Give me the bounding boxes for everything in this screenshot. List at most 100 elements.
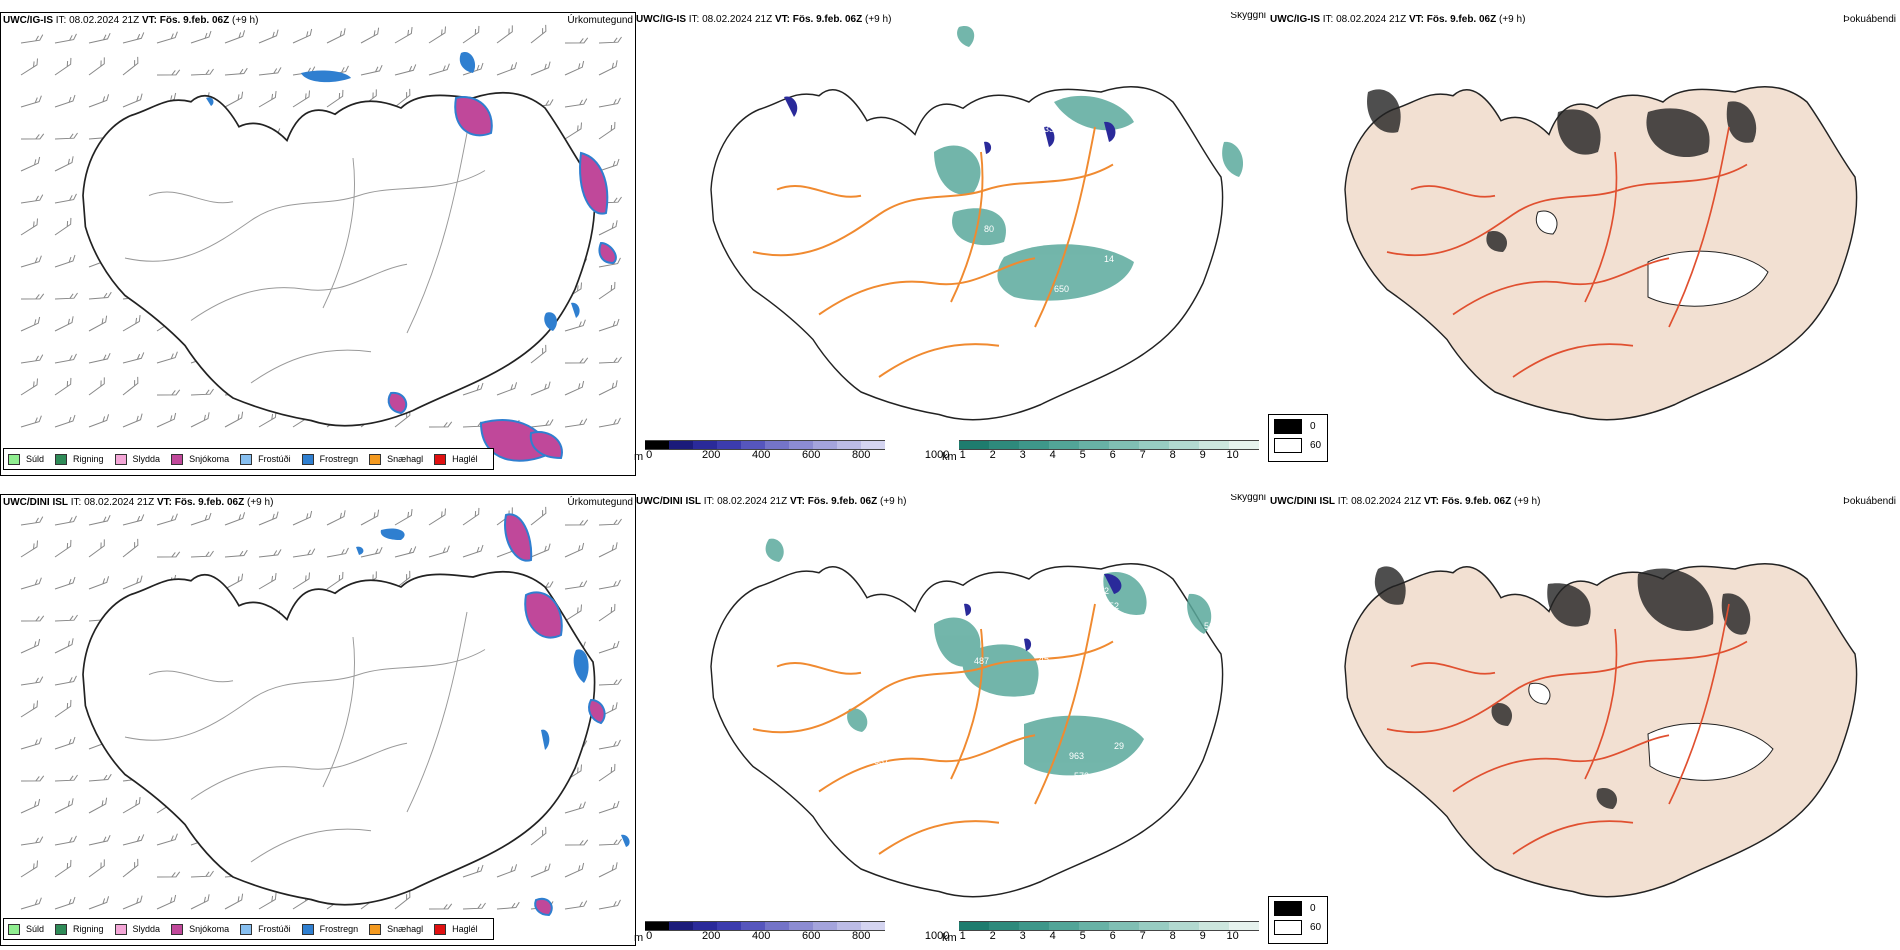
height-labels: 142 252 487 45 357 274 837 963 573 29 56 <box>874 586 1214 781</box>
legend-swatch <box>171 453 184 465</box>
wind-barb <box>428 903 453 910</box>
wind-barb <box>326 571 344 590</box>
wind-barb <box>360 546 383 558</box>
wind-barb <box>564 380 585 396</box>
wind-barb <box>394 570 411 590</box>
height-tick: 800 <box>851 449 871 461</box>
height-unit: m <box>634 451 644 463</box>
panel-title: Skyggni <box>1230 494 1266 503</box>
wind-barb <box>224 67 248 76</box>
wind-barb <box>530 543 551 558</box>
wind-barb <box>462 382 484 396</box>
legend-item: Snjókoma <box>171 453 229 465</box>
height-tick: 600 <box>801 930 821 942</box>
wind-barb <box>462 25 480 44</box>
wind-barb <box>598 579 621 590</box>
wind-barb <box>54 377 72 396</box>
height-tick: 400 <box>751 930 771 942</box>
wind-barb <box>20 378 39 396</box>
wind-barb <box>564 519 589 526</box>
init-time: 08.02.2024 21Z <box>702 14 773 25</box>
wind-barb <box>564 357 589 364</box>
visibility-unit: km <box>942 451 957 463</box>
wind-barb <box>598 220 618 236</box>
wind-barb <box>258 549 282 558</box>
wind-barb <box>190 512 212 526</box>
lead-time: (+9 h) <box>1514 496 1541 507</box>
wind-barb <box>258 29 279 44</box>
height-tick: 200 <box>701 930 721 942</box>
height-unit: m <box>634 932 644 944</box>
visibility-tick: 1 <box>959 449 966 461</box>
height-label: 210 <box>949 239 964 249</box>
wind-barb <box>224 30 246 44</box>
height-label: 450 <box>874 264 889 274</box>
wind-barb <box>122 93 143 108</box>
wind-barb <box>598 318 620 332</box>
height-tick: 200 <box>701 449 721 461</box>
wind-barb <box>598 60 618 76</box>
wind-barb <box>122 352 145 364</box>
init-time: 08.02.2024 21Z <box>1351 496 1422 507</box>
visibility-tick: 8 <box>1169 449 1176 461</box>
height-tick: 1000 <box>924 449 950 461</box>
panel-title: Úrkomutegund <box>567 15 633 26</box>
wind-barb <box>496 382 518 396</box>
wind-barb <box>564 418 588 428</box>
panel-header: UWC/IG-IS IT: 08.02.2024 21Z VT: Fös. 9.… <box>3 15 258 26</box>
wind-barb <box>598 121 616 140</box>
wind-barb <box>54 859 72 878</box>
wind-barb <box>122 834 145 846</box>
wind-barb <box>54 896 76 910</box>
wind-barb <box>598 838 622 846</box>
model-name: UWC/DINI ISL <box>3 497 68 508</box>
wind-barb <box>20 316 41 332</box>
wind-barb <box>530 61 551 76</box>
legend-item: Slydda <box>114 923 160 935</box>
precip-type-legend: Súld Rigning Slydda Snjókoma Frostúði Fr… <box>3 448 494 470</box>
wind-barb <box>20 58 39 76</box>
legend-item: Rigning <box>55 923 104 935</box>
wind-barb <box>20 775 45 782</box>
wind-barb <box>224 91 244 108</box>
wind-barb <box>20 615 45 622</box>
wind-barb <box>122 797 141 814</box>
wind-barb <box>292 90 311 108</box>
wind-barb <box>88 773 112 782</box>
wind-barb <box>190 412 210 428</box>
height-colorbar-row1: m 0 200 400 600 800 1000 <box>634 437 949 463</box>
wind-barb <box>428 421 453 428</box>
precip-map <box>20 24 622 462</box>
wind-barb <box>462 544 484 558</box>
fog-areas <box>1367 89 1757 252</box>
height-labels: 330 164 73 80 23 210 450 650 14 <box>874 124 1114 294</box>
vt-label: VT: <box>141 15 157 26</box>
height-areas <box>784 96 1116 154</box>
wind-barb <box>530 24 547 44</box>
it-label: IT: <box>688 14 700 25</box>
wind-barb <box>598 281 616 300</box>
wind-barb <box>598 356 622 364</box>
legend-swatch <box>434 923 447 935</box>
fog-tick: 60 <box>1310 440 1322 451</box>
model-name: UWC/IG-IS <box>636 14 686 25</box>
wind-barb <box>20 255 42 268</box>
visibility-tick: 7 <box>1139 449 1146 461</box>
wind-barb <box>598 158 620 172</box>
wind-barb <box>54 576 76 590</box>
legend-swatch <box>171 923 184 935</box>
wind-barb <box>598 380 618 396</box>
legend-swatch <box>55 453 68 465</box>
wind-barb <box>156 389 181 396</box>
legend-swatch <box>240 453 253 465</box>
freezing-rain-areas <box>206 52 580 331</box>
wind-barb <box>292 572 311 590</box>
wind-barb <box>20 293 45 300</box>
wind-barb <box>598 800 620 814</box>
height-scale: 0 200 400 600 800 1000 <box>645 918 949 942</box>
height-label: 274 <box>954 711 969 721</box>
wind-barb <box>258 893 277 910</box>
visibility-map: 142 252 487 45 357 274 837 963 573 29 56 <box>710 538 1224 898</box>
vt-label: VT: <box>774 14 790 25</box>
wind-barb <box>190 30 212 44</box>
